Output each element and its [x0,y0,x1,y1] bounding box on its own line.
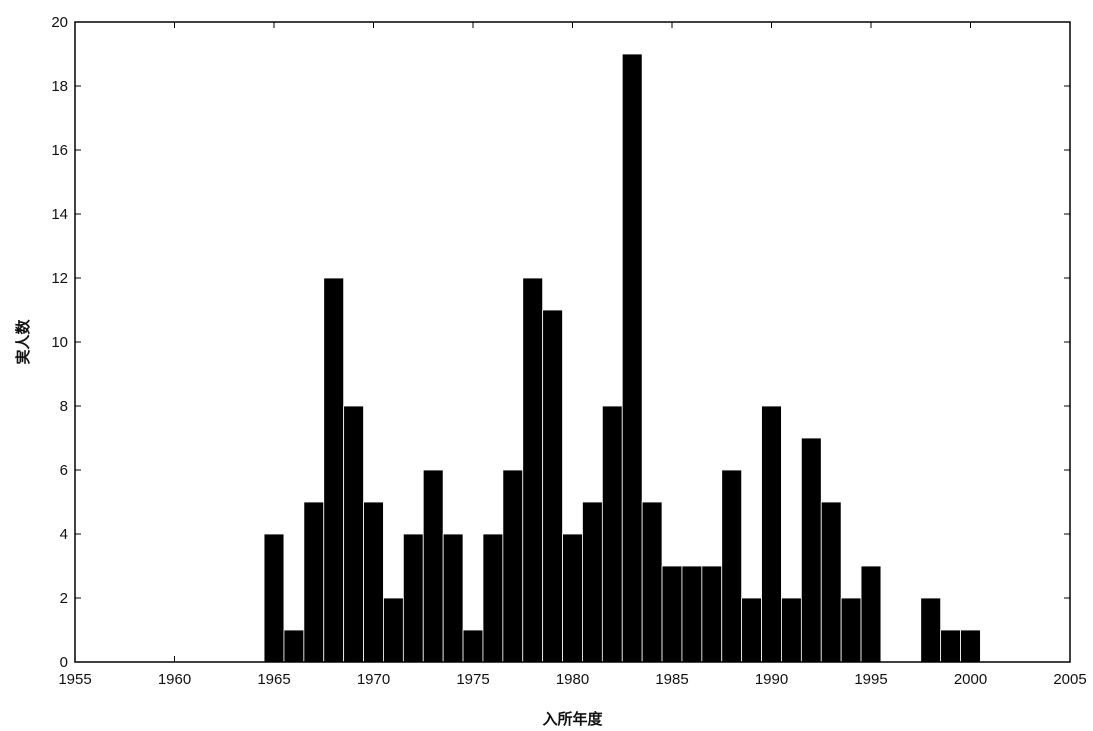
y-tick-label: 16 [51,142,68,159]
bar-1967 [303,501,325,663]
ticks-layer: 1955 1960 1965 1970 1975 1980 1985 1990 1995 2000… [51,14,1086,688]
bar-1973 [422,469,444,663]
bar-1977 [502,469,524,663]
x-tick-label: 1960 [158,671,191,688]
bar-1979 [542,309,563,663]
bar-1992 [800,437,822,663]
bar-1987 [701,565,723,663]
bar-1994 [840,597,862,663]
bar-1965 [263,533,285,663]
x-tick-label: 1975 [456,671,489,688]
bar-1993 [820,501,842,663]
y-axis-title: 実人数 [14,319,32,365]
y-tick-label: 20 [51,14,68,31]
bar-1999 [940,629,961,663]
bar-1972 [402,533,424,663]
bar-1988 [721,469,743,663]
x-tick-label: 2005 [1053,671,1086,688]
bar-1984 [641,501,663,663]
bar-1968 [323,277,345,663]
y-tick-label: 2 [60,590,68,607]
y-tick-label: 6 [60,462,68,479]
x-tick-label: 1985 [655,671,688,688]
bar-1981 [582,501,603,663]
bar-1974 [442,533,464,663]
bar-1995 [860,565,882,663]
y-tick-label: 14 [51,206,68,223]
x-tick-label: 2000 [954,671,987,688]
bar-1983 [621,53,643,663]
x-tick-label: 1970 [357,671,390,688]
x-tick-label: 1990 [755,671,788,688]
bar-1966 [283,629,305,663]
bar-1982 [601,405,623,663]
x-axis-title: 入所年度 [542,710,603,728]
bar-1990 [761,405,782,663]
y-tick-label: 12 [51,270,68,287]
bar-1978 [522,277,544,663]
y-tick-label: 0 [60,654,68,671]
bars-layer [263,53,981,663]
x-tick-label: 1965 [257,671,290,688]
bar-1969 [343,405,364,663]
bar-1980 [562,533,583,663]
x-tick-label: 1980 [556,671,589,688]
y-tick-label: 8 [60,398,68,415]
bar-1971 [383,597,404,663]
bar-1970 [363,501,384,663]
bar-1991 [781,597,802,663]
y-tick-label: 18 [51,78,68,95]
y-tick-label: 4 [60,526,68,543]
bar-1986 [681,565,703,663]
x-tick-label: 1995 [854,671,887,688]
y-tick-label: 10 [51,334,68,351]
bar-1989 [741,597,762,663]
bar-1976 [482,533,504,663]
bar-1985 [661,565,683,663]
x-tick-label: 1955 [58,671,91,688]
bar-1998 [920,597,942,663]
